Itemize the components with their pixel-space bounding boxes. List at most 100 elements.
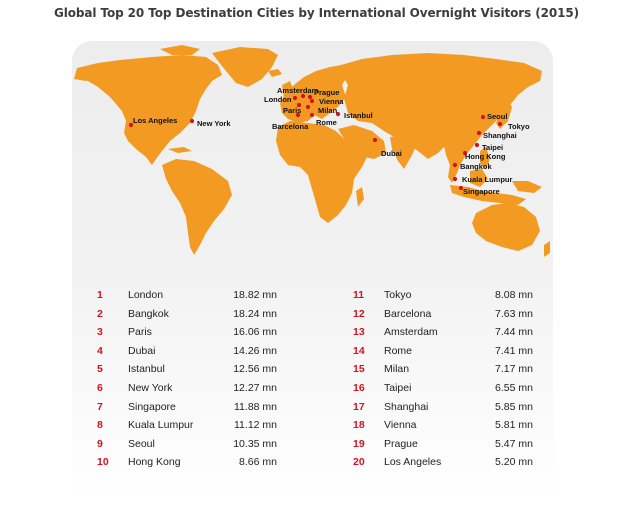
ranking-row: 16 Taipei 6.55 mn [353, 382, 533, 401]
borneo-landmass [470, 169, 488, 187]
indonesia-landmass [450, 185, 526, 205]
marker-prague [307, 94, 313, 100]
map-label-prague: Prague [314, 88, 340, 97]
rank-value: 7.41 mn [495, 344, 533, 357]
rank-value: 12.27 mn [233, 382, 277, 394]
rank-city: Vienna [384, 419, 417, 432]
marker-kuala-lumpur [452, 176, 458, 182]
marker-amsterdam [300, 93, 306, 99]
new-zealand-landmass [544, 241, 550, 257]
map-label-rome: Rome [316, 118, 337, 127]
rank-city: Singapore [128, 400, 176, 413]
rank-value: 14.26 mn [233, 344, 277, 357]
map-label-seoul: Seoul [487, 112, 508, 121]
africa-landmass [276, 121, 368, 223]
marker-shanghai [476, 130, 482, 136]
map-label-singapore: Singapore [463, 187, 500, 196]
indochina-landmass [444, 145, 462, 183]
rank-value: 7.44 mn [495, 326, 533, 339]
marker-barcelona [295, 112, 301, 118]
rank-city: Amsterdam [384, 326, 438, 339]
marker-milan [305, 104, 311, 110]
rank-city: Hong Kong [128, 456, 181, 469]
marker-hong-kong [462, 150, 468, 156]
ranking-row: 17 Shanghai 5.85 mn [353, 401, 533, 420]
asia-landmass [334, 53, 542, 165]
marker-rome [309, 112, 315, 118]
rank-number: 2 [97, 307, 103, 320]
map-label-hong-kong: Hong Kong [465, 152, 506, 161]
greenland-landmass [212, 47, 278, 87]
rank-number: 10 [97, 456, 109, 469]
rank-value: 10.35 mn [233, 437, 277, 450]
rank-city: Istanbul [128, 363, 165, 376]
rank-value: 5.81 mn [495, 419, 533, 432]
map-label-istanbul: Istanbul [344, 111, 373, 120]
new-guinea-landmass [512, 181, 542, 193]
rank-city: Milan [384, 363, 410, 376]
rank-value: 16.06 mn [233, 326, 277, 339]
rank-city: London [128, 289, 164, 301]
ranking-row: 7 Singapore 11.88 mn [97, 401, 277, 420]
ranking-row: 3 Paris 16.06 mn [97, 326, 277, 345]
map-label-london: London [264, 95, 292, 104]
rank-city: Rome [384, 344, 413, 357]
rank-city: Los Angeles [384, 456, 442, 469]
rank-number: 14 [353, 344, 365, 357]
rank-number: 1 [97, 289, 103, 301]
world-map [74, 45, 550, 257]
rank-number: 3 [97, 326, 103, 339]
uk-landmass [282, 81, 294, 99]
marker-los-angeles [128, 122, 134, 128]
rank-value: 6.55 mn [495, 382, 533, 394]
map-label-amsterdam: Amsterdam [277, 86, 319, 95]
ranking-row: 1 London 18.82 mn [97, 289, 277, 308]
rank-number: 20 [353, 456, 365, 469]
rank-number: 13 [353, 326, 365, 339]
ranking-row: 13 Amsterdam 7.44 mn [353, 326, 533, 345]
marker-taipei [474, 142, 480, 148]
map-label-milan: Milan [318, 106, 338, 115]
rank-city: Bangkok [128, 307, 169, 320]
arctic-islands-landmass [160, 45, 200, 55]
rank-number: 7 [97, 400, 103, 413]
map-label-taipei: Taipei [482, 143, 504, 152]
rank-value: 11.88 mn [234, 400, 277, 413]
rank-value: 5.20 mn [495, 456, 533, 469]
map-label-los-angeles: Los Angeles [133, 116, 178, 125]
rank-number: 8 [97, 419, 103, 432]
rank-value: 5.47 mn [495, 437, 533, 450]
caribbean-landmass [168, 147, 192, 153]
rank-city: Barcelona [384, 307, 432, 320]
rank-number: 19 [353, 437, 365, 450]
rank-value: 7.63 mn [495, 307, 533, 320]
rank-city: Paris [128, 326, 152, 339]
marker-singapore [458, 185, 464, 191]
rank-city: New York [128, 382, 173, 394]
rank-value: 8.08 mn [495, 289, 533, 301]
rank-value: 12.56 mn [233, 363, 277, 376]
philippines-landmass [480, 147, 490, 169]
ranking-row: 9 Seoul 10.35 mn [97, 438, 277, 457]
ranking-row: 5 Istanbul 12.56 mn [97, 363, 277, 382]
rank-city: Tokyo [384, 289, 412, 301]
ranking-row: 18 Vienna 5.81 mn [353, 419, 533, 438]
ranking-row: 20 Los Angeles 5.20 mn [353, 456, 533, 475]
arabia-landmass [338, 125, 386, 159]
iceland-landmass [268, 69, 282, 77]
ranking-row: 19 Prague 5.47 mn [353, 438, 533, 457]
rank-number: 5 [97, 363, 103, 376]
marker-bangkok [452, 162, 458, 168]
ranking-row: 11 Tokyo 8.08 mn [353, 289, 533, 308]
marker-london [292, 95, 298, 101]
ranking-row: 8 Kuala Lumpur 11.12 mn [97, 419, 277, 438]
rank-value: 18.24 mn [233, 307, 277, 320]
south-america-landmass [162, 159, 232, 255]
ranking-row: 14 Rome 7.41 mn [353, 345, 533, 364]
rank-city: Kuala Lumpur [128, 419, 194, 432]
map-label-kuala-lumpur: Kuala Lumpur [462, 175, 513, 184]
map-label-bangkok: Bangkok [460, 162, 492, 171]
marker-dubai [372, 137, 378, 143]
rank-value: 18.82 mn [233, 289, 277, 301]
map-label-dubai: Dubai [381, 149, 402, 158]
